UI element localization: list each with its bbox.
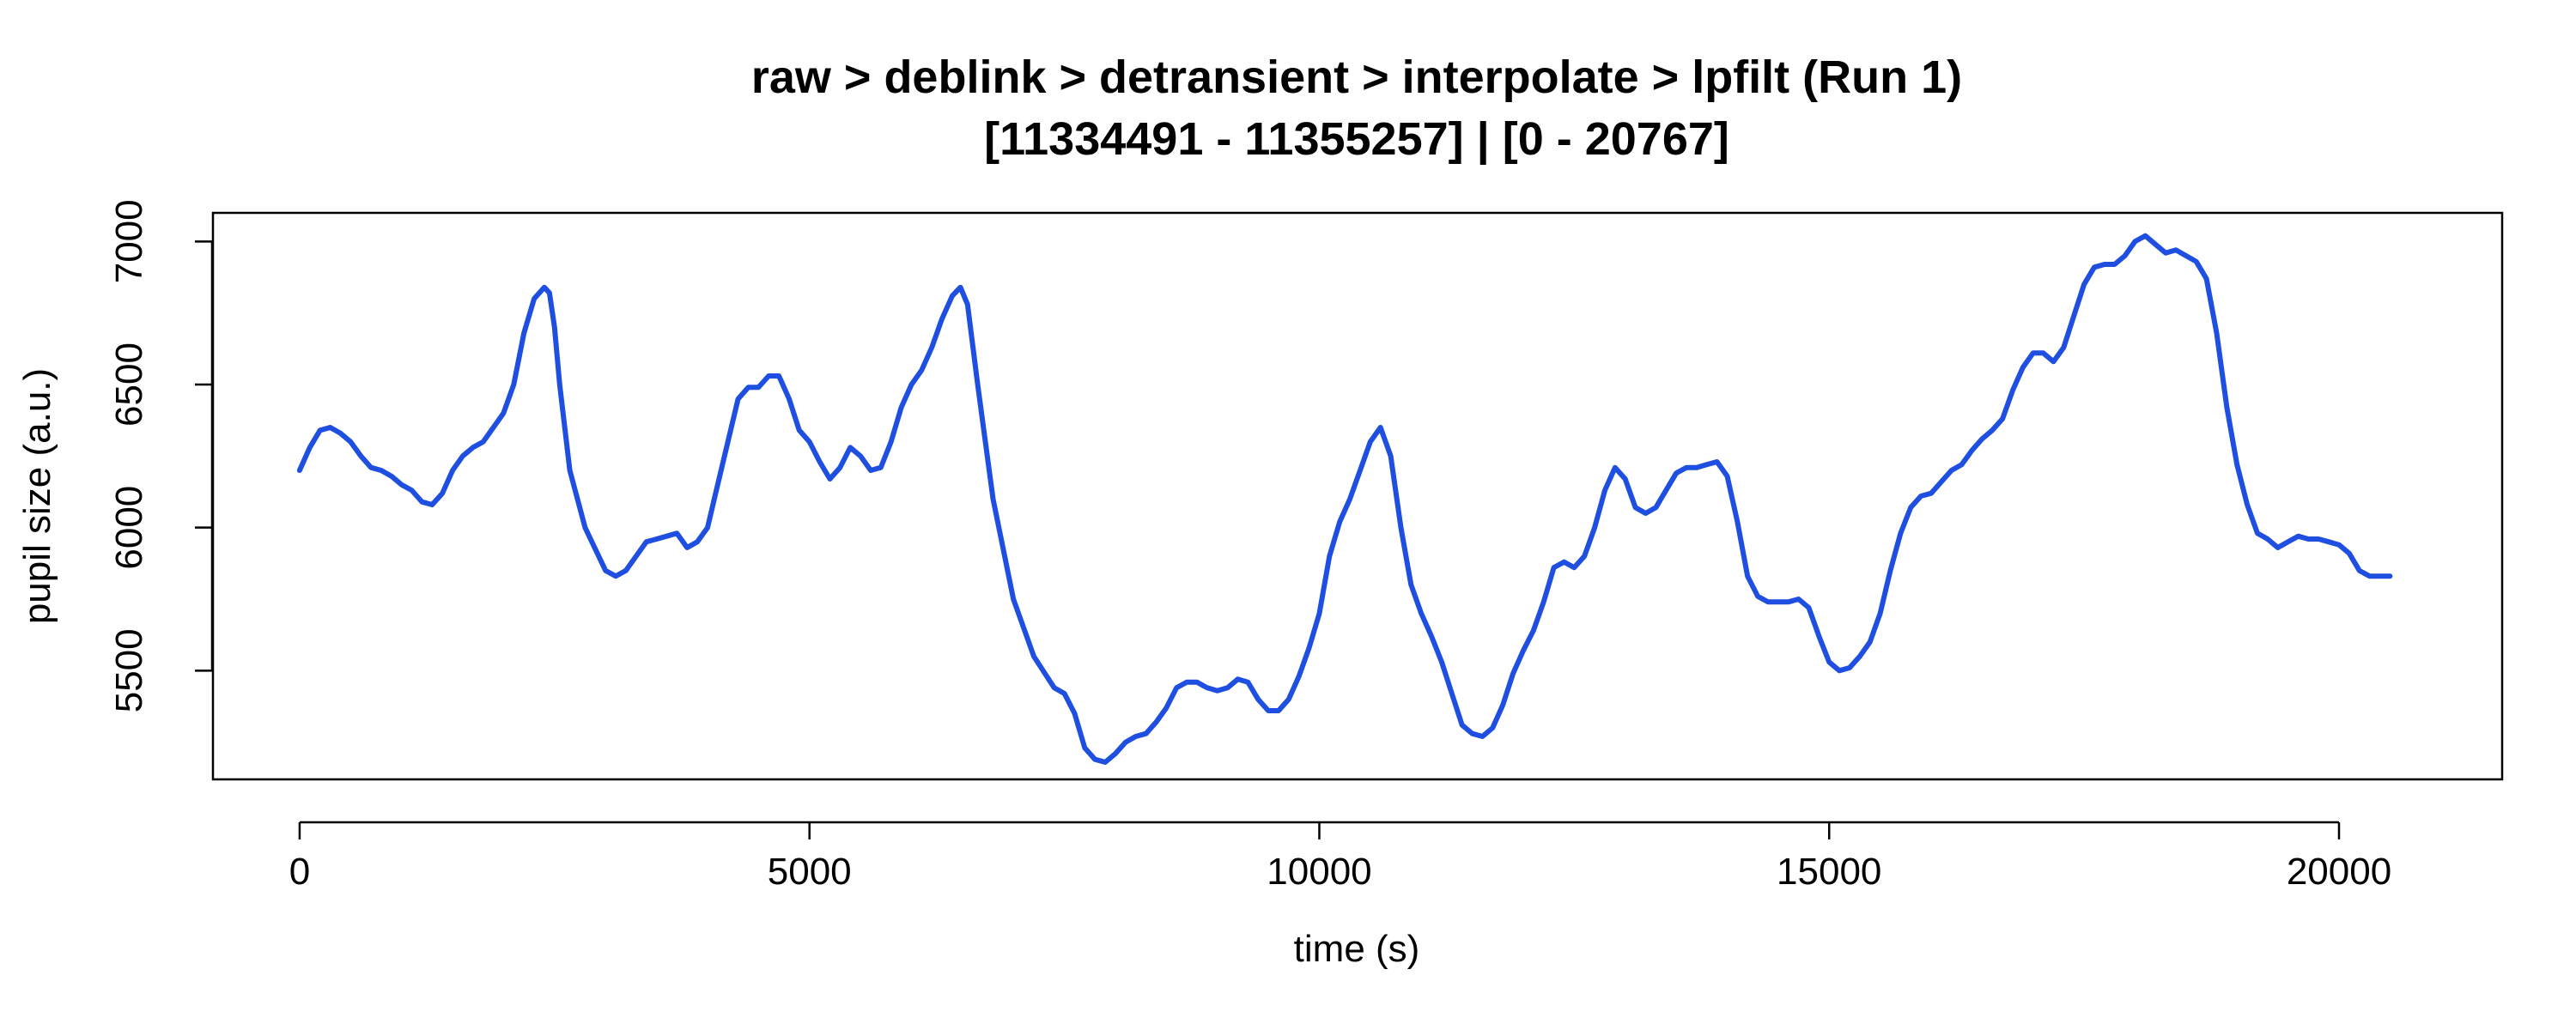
y-tick-label: 5500: [108, 628, 150, 712]
x-axis-ticks: 0 5000 10000 15000 20000: [289, 822, 2391, 893]
y-tick-label: 7000: [108, 199, 150, 283]
x-tick-label: 10000: [1267, 851, 1371, 893]
series-line: [296, 233, 2393, 765]
plot-frame: [211, 211, 2504, 781]
x-tick-label: 15000: [1777, 851, 1881, 893]
x-tick-label: 5000: [768, 851, 852, 893]
y-axis-label: pupil size (a.u.): [16, 368, 58, 624]
x-axis-label: time (s): [1294, 928, 1420, 970]
chart-title: raw > deblink > detransient > interpolat…: [751, 52, 1962, 103]
y-tick-label: 6000: [108, 486, 150, 570]
x-tick-label: 0: [289, 851, 310, 893]
y-tick-label: 6500: [108, 342, 150, 427]
y-axis-ticks: 5500 6000 6500 7000: [108, 199, 212, 712]
x-tick-label: 20000: [2287, 851, 2391, 893]
chart-subtitle: [11334491 - 11355257] | [0 - 20767]: [984, 113, 1729, 166]
